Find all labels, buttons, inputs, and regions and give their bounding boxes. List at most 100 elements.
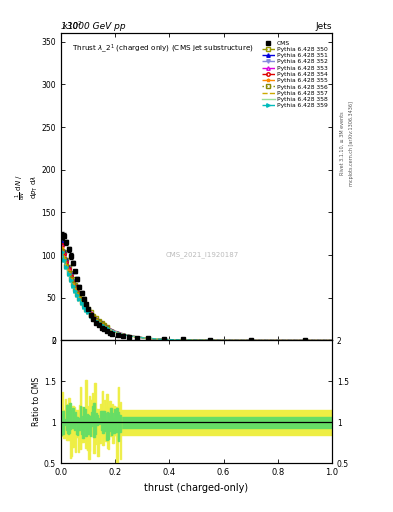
Pythia 6.428 356 (62, 256, 66, 262)
Pythia 6.428 358 (59, 248, 64, 254)
Pythia 6.428 356 (94, 317, 99, 323)
Pythia 6.428 350 (105, 324, 109, 330)
Pythia 6.428 350 (99, 320, 104, 326)
Pythia 6.428 350 (81, 300, 86, 306)
Pythia 6.428 353 (77, 293, 82, 299)
Pythia 6.428 350 (83, 303, 88, 309)
Pythia 6.428 358 (264, 337, 269, 344)
Text: 13000 GeV pp: 13000 GeV pp (61, 22, 125, 31)
Pythia 6.428 357 (59, 241, 64, 247)
Pythia 6.428 353 (94, 316, 99, 322)
Pythia 6.428 355 (68, 275, 73, 281)
Line: Pythia 6.428 353: Pythia 6.428 353 (60, 244, 109, 329)
Pythia 6.428 357 (95, 318, 100, 325)
Pythia 6.428 353 (66, 266, 71, 272)
Pythia 6.428 352 (70, 279, 75, 285)
Pythia 6.428 351 (66, 264, 71, 270)
Pythia 6.428 359 (88, 312, 93, 318)
Pythia 6.428 355 (102, 323, 107, 329)
Y-axis label: Ratio to CMS: Ratio to CMS (32, 377, 41, 426)
Pythia 6.428 350 (91, 312, 96, 318)
X-axis label: thrust (charged-only): thrust (charged-only) (145, 483, 248, 493)
Pythia 6.428 352 (88, 311, 93, 317)
Pythia 6.428 355 (66, 268, 71, 274)
Pythia 6.428 357 (330, 337, 334, 344)
Pythia 6.428 351 (73, 282, 77, 288)
Line: Pythia 6.428 352: Pythia 6.428 352 (60, 244, 109, 330)
Pythia 6.428 359 (73, 288, 77, 294)
Pythia 6.428 353 (75, 288, 79, 294)
Pythia 6.428 356 (86, 308, 90, 314)
Pythia 6.428 350 (60, 240, 64, 246)
Pythia 6.428 351 (68, 270, 73, 276)
Pythia 6.428 356 (81, 302, 86, 308)
Pythia 6.428 359 (83, 307, 88, 313)
Pythia 6.428 355 (77, 295, 82, 301)
Line: Pythia 6.428 359: Pythia 6.428 359 (60, 250, 109, 330)
Pythia 6.428 350 (66, 264, 71, 270)
Pythia 6.428 350 (75, 287, 79, 293)
Pythia 6.428 353 (68, 272, 73, 279)
Pythia 6.428 353 (79, 297, 84, 303)
Pythia 6.428 355 (81, 302, 86, 308)
Pythia 6.428 351 (83, 303, 88, 309)
Pythia 6.428 355 (73, 286, 77, 292)
Pythia 6.428 356 (99, 321, 104, 327)
Pythia 6.428 359 (60, 249, 64, 255)
Pythia 6.428 357 (96, 319, 101, 326)
Pythia 6.428 357 (95, 318, 99, 325)
Pythia 6.428 356 (83, 306, 88, 312)
Pythia 6.428 350 (77, 291, 82, 297)
Pythia 6.428 354 (94, 317, 99, 323)
Pythia 6.428 352 (94, 317, 99, 323)
Pythia 6.428 353 (97, 318, 101, 325)
Pythia 6.428 357 (220, 337, 225, 344)
Pythia 6.428 350 (88, 309, 93, 315)
Pythia 6.428 354 (97, 319, 101, 325)
Pythia 6.428 359 (77, 296, 82, 303)
Pythia 6.428 359 (62, 257, 66, 263)
Pythia 6.428 354 (81, 301, 86, 307)
Pythia 6.428 359 (94, 318, 99, 324)
Pythia 6.428 355 (86, 308, 90, 314)
Text: Rivet 3.1.10, ≥ 3M events: Rivet 3.1.10, ≥ 3M events (340, 112, 345, 175)
Pythia 6.428 352 (79, 298, 84, 304)
Pythia 6.428 359 (102, 324, 107, 330)
Pythia 6.428 350 (64, 257, 69, 263)
Pythia 6.428 354 (79, 297, 84, 304)
Pythia 6.428 352 (66, 267, 71, 273)
Pythia 6.428 353 (81, 301, 86, 307)
Pythia 6.428 358 (96, 319, 101, 325)
Text: $\times10^2$: $\times10^2$ (61, 19, 82, 32)
Pythia 6.428 351 (60, 239, 64, 245)
Pythia 6.428 354 (86, 308, 90, 314)
Pythia 6.428 354 (88, 311, 93, 317)
Pythia 6.428 353 (83, 304, 88, 310)
Pythia 6.428 350 (97, 318, 101, 324)
Pythia 6.428 354 (73, 284, 77, 290)
Pythia 6.428 354 (105, 325, 109, 331)
Pythia 6.428 356 (97, 319, 101, 325)
Pythia 6.428 354 (68, 272, 73, 279)
Pythia 6.428 355 (75, 290, 79, 296)
Pythia 6.428 353 (60, 242, 64, 248)
Pythia 6.428 351 (91, 313, 96, 319)
Pythia 6.428 351 (99, 321, 104, 327)
Line: Pythia 6.428 358: Pythia 6.428 358 (61, 251, 332, 340)
Pythia 6.428 350 (102, 322, 107, 328)
Pythia 6.428 358 (95, 318, 99, 324)
Pythia 6.428 356 (70, 282, 75, 288)
Pythia 6.428 353 (70, 278, 75, 284)
Line: Pythia 6.428 357: Pythia 6.428 357 (61, 244, 332, 340)
Pythia 6.428 354 (102, 323, 107, 329)
Pythia 6.428 359 (91, 315, 96, 322)
Text: Jets: Jets (316, 22, 332, 31)
Pythia 6.428 359 (70, 283, 75, 289)
Pythia 6.428 356 (66, 270, 71, 276)
Pythia 6.428 353 (91, 313, 96, 319)
Pythia 6.428 359 (105, 325, 109, 331)
Pythia 6.428 353 (99, 321, 104, 327)
Pythia 6.428 353 (62, 251, 66, 257)
Legend: CMS, Pythia 6.428 350, Pythia 6.428 351, Pythia 6.428 352, Pythia 6.428 353, Pyt: CMS, Pythia 6.428 350, Pythia 6.428 351,… (260, 39, 329, 110)
Pythia 6.428 358 (59, 249, 64, 255)
